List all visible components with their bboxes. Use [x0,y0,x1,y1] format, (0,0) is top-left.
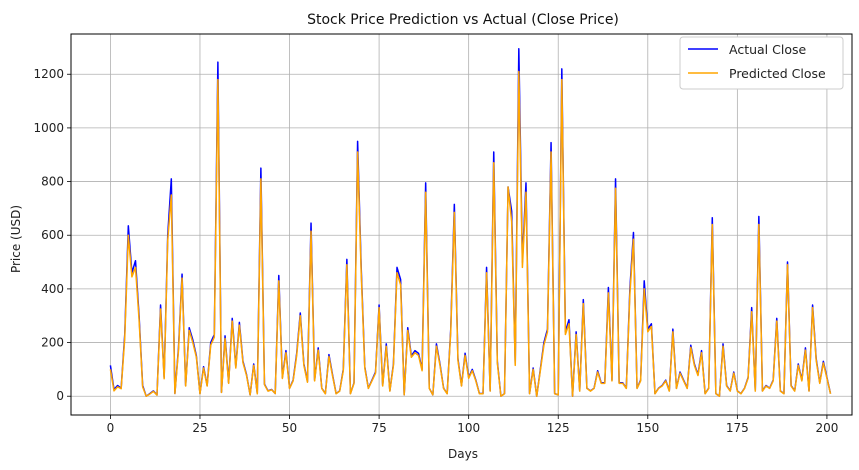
y-tick-label: 400 [41,282,64,296]
x-tick-label: 0 [107,421,115,435]
x-axis: 0 25 50 75 100 125 150 175 200 [107,415,838,435]
x-tick-label: 125 [547,421,570,435]
legend: Actual Close Predicted Close [679,36,844,90]
x-tick-label: 200 [815,421,838,435]
y-tick-label: 1000 [33,121,64,135]
grid [71,34,852,415]
y-tick-label: 0 [56,389,64,403]
x-axis-label: Days [448,447,478,461]
y-tick-label: 200 [41,336,64,350]
x-tick-label: 100 [457,421,480,435]
x-tick-label: 175 [726,421,749,435]
legend-label-predicted: Predicted Close [729,66,826,81]
x-tick-label: 50 [282,421,297,435]
y-tick-label: 600 [41,228,64,242]
y-axis: 0 200 400 600 800 1000 1200 [33,67,71,403]
x-tick-label: 25 [192,421,207,435]
legend-box [679,36,844,90]
y-tick-label: 800 [41,175,64,189]
plot-area: 0 25 50 75 100 125 150 175 200 0 200 400 600 800 1000… [33,33,853,435]
y-tick-label: 1200 [33,67,64,81]
series-line-predicted [109,70,832,397]
y-axis-label: Price (USD) [9,205,23,273]
chart-title: Stock Price Prediction vs Actual (Close … [307,12,619,28]
legend-label-actual: Actual Close [729,42,806,57]
plot-frame [70,33,853,416]
series-layer [109,48,832,397]
x-tick-label: 150 [636,421,659,435]
x-tick-label: 75 [371,421,386,435]
